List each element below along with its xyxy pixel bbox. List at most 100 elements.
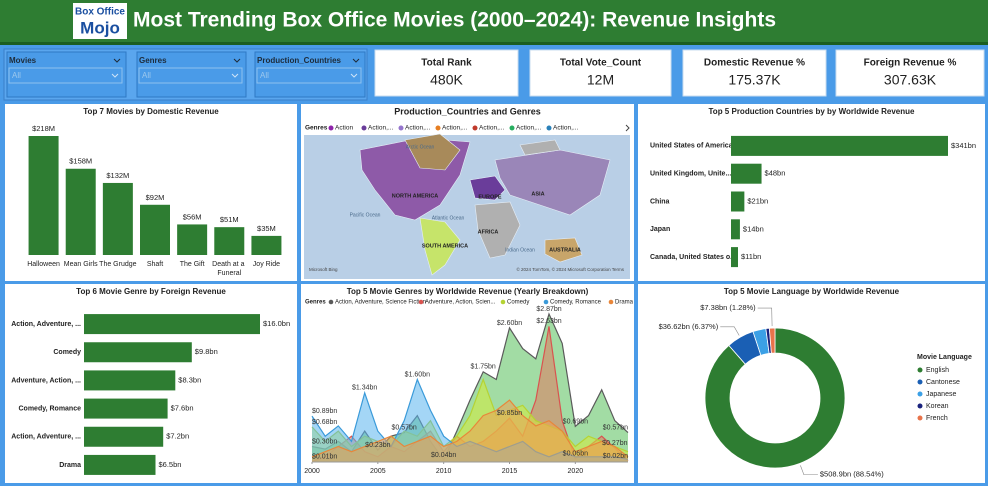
chevron [352,58,360,63]
legend-label: Action,... [553,125,578,132]
chart-title: Top 5 Movie Language by Worldwide Revenu… [724,287,900,296]
dropdown[interactable] [256,67,362,84]
legend-dot [418,299,424,305]
dropdown[interactable] [138,67,243,84]
legend-label: Action [335,125,353,132]
leader-line [757,307,773,327]
logo-box [73,3,127,39]
continent [419,217,461,276]
y-tick-label: Comedy [53,349,81,356]
bar [177,224,208,255]
kpi-label: Foreign Revenue % [864,58,957,69]
x-tick-label: 2005 [370,468,386,475]
map-label: Pacific Ocean [350,212,381,218]
x-tick-label: Shaft [147,261,163,268]
bar [731,163,762,184]
dropdown-value: All [260,71,269,80]
legend-title: Genres [305,125,328,132]
x-tick-label: 2000 [304,468,320,475]
header-bar [0,0,988,44]
legend-dot [398,125,404,131]
kpi-label: Domestic Revenue % [704,58,805,69]
logo-text: Mojo [80,18,120,37]
legend-label: Comedy [507,300,529,306]
y-tick-label: Comedy, Romance [19,405,82,412]
data-label: $0.68bn [312,419,337,426]
map-label: Arctic Ocean [406,144,435,150]
data-label: $16.0bn [263,319,290,328]
area-fill [312,400,628,462]
data-label: $0.27bn [602,440,627,447]
map-label: ASIA [531,191,544,197]
data-label: $0.23bn [365,442,390,449]
kpi-value: 307.63K [884,72,937,88]
chart-title: Top 5 Movie Genres by Worldwide Revenue … [347,287,589,296]
area-line [311,399,629,458]
chart-title: Production_Countries and Genres [394,106,541,116]
legend-dot [917,415,923,421]
legend-title: Genres [305,300,326,306]
data-label: $36.62bn (6.37%) [659,322,719,331]
legend-dot [361,125,367,131]
legend-dot [917,379,923,385]
legend-arrow [625,124,630,132]
data-label: $21bn [747,196,768,205]
bar [214,227,245,255]
x-tick-label: The Gift [180,261,205,268]
y-tick-label: United States of America [650,143,733,150]
legend-dot [509,125,515,131]
data-label: $0.01bn [312,453,337,460]
y-tick-label: Canada, United States o... [650,254,736,261]
continent [404,133,461,171]
x-tick-label: The Grudge [99,261,136,268]
map-label: AUSTRALIA [549,247,581,253]
leader-line [720,326,740,336]
kpi-label: Total Rank [421,58,472,69]
bar [140,204,170,255]
slicer-label: Movies [9,56,37,65]
data-label: $1.60bn [405,371,430,378]
legend-label: Action,... [516,125,541,132]
legend-label: Action,... [479,125,504,132]
chevron [231,73,239,78]
legend-dot [328,299,334,305]
legend-label: Action,... [442,125,467,132]
data-label: $158M [69,157,92,166]
bar [731,135,948,156]
data-label: $92M [146,193,165,202]
bar [102,182,133,255]
data-label: $1.75bn [471,364,496,371]
bar [65,168,96,255]
dropdown-value: All [12,71,21,80]
bar [731,219,740,240]
map-label: Indian Ocean [505,247,535,253]
kpi-card [835,49,985,97]
kpi-value: 480K [430,72,463,88]
continent [494,149,611,216]
slicer-label: Production_Countries [257,56,342,65]
dropdown[interactable] [8,67,123,84]
map-label: Atlantic Ocean [432,215,465,221]
chart-title: Top 7 Movies by Domestic Revenue [83,107,219,116]
bar [84,398,168,419]
bar [731,247,738,268]
y-tick-label: Drama [59,462,81,469]
bar [84,454,156,475]
x-tick-label: Joy Ride [253,261,280,268]
y-tick-label: Action, Adventure, ... [11,321,81,328]
kpi-card [529,49,672,97]
legend-label: Drama [615,300,634,306]
logo-text: Box Office [75,7,125,18]
legend-dot [328,125,334,131]
legend-label: Action,... [368,125,393,132]
chart-title: Top 6 Movie Genre by Foreign Revenue [76,287,226,296]
legend-dot [472,125,478,131]
data-label: $0.02bn [603,453,628,460]
map-label: SOUTH AMERICA [422,243,468,249]
data-label: $7.2bn [166,432,189,441]
legend-label: French [926,415,948,422]
data-label: $51M [220,215,239,224]
bar [84,314,260,335]
y-tick-label: Japan [650,226,670,233]
chevron [350,73,358,78]
